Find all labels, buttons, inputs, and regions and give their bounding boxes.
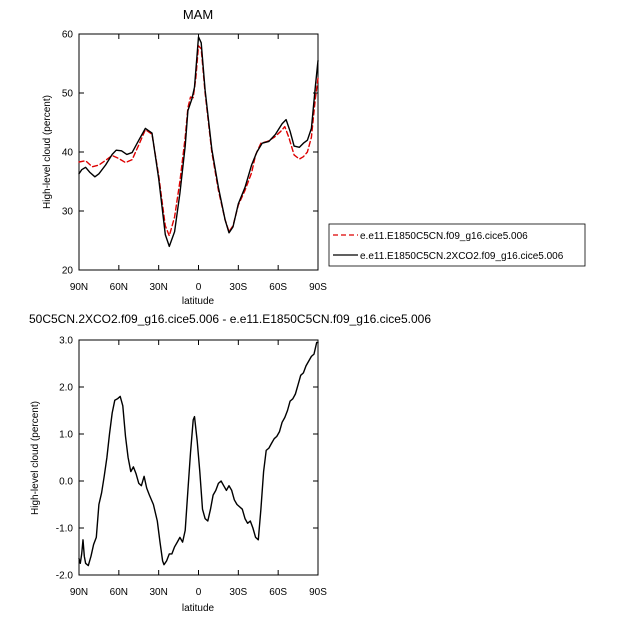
top-x-tick-label: 30N [149, 282, 167, 293]
bottom-series-lines [78, 341, 319, 567]
bottom-x-tick-label: 90N [70, 587, 88, 598]
bottom-x-tick-label: 60S [269, 587, 287, 598]
bottom-y-tick-label: 1.0 [59, 430, 73, 441]
bottom-panel: 50C5CN.2XCO2.f09_g16.cice5.006 - e.e11.E… [29, 312, 431, 614]
bottom-x-axis-label: latitude [182, 603, 215, 614]
legend-label-2xco2: e.e11.E1850C5CN.2XCO2.f09_g16.cice5.006 [360, 251, 564, 262]
top-x-tick-label: 0 [196, 282, 202, 293]
top-y-tick-label: 30 [62, 207, 74, 218]
bottom-x-tick-label: 30N [149, 587, 167, 598]
bottom-y-axis-label: High-level cloud (percent) [30, 401, 41, 515]
top-series-lines [78, 36, 319, 248]
bottom-y-tick-label: 0.0 [59, 477, 73, 488]
top-series-line-1 [78, 36, 319, 248]
top-x-axis-label: latitude [182, 296, 215, 307]
top-y-tick-label: 60 [62, 30, 74, 41]
bottom-x-tick-label: 30S [229, 587, 247, 598]
top-x-tick-label: 60N [110, 282, 128, 293]
top-x-tick-label: 30S [229, 282, 247, 293]
top-x-tick-label: 90N [70, 282, 88, 293]
top-series-line-0 [78, 45, 319, 237]
top-panel: MAM 20 30 40 50 60 90N 60N 30N 0 30S 60S 90S latit… [42, 7, 586, 307]
bottom-x-tick-label: 90S [309, 587, 327, 598]
bottom-x-axis: 90N 60N 30N 0 30S 60S 90S [70, 340, 327, 598]
bottom-chart-title: 50C5CN.2XCO2.f09_g16.cice5.006 - e.e11.E… [29, 312, 431, 326]
bottom-y-axis: -2.0 -1.0 0.0 1.0 2.0 3.0 [56, 336, 318, 582]
top-y-tick-label: 50 [62, 89, 74, 100]
legend: e.e11.E1850C5CN.f09_g16.cice5.006 e.e11.… [328, 223, 586, 267]
bottom-y-tick-label: 3.0 [59, 336, 73, 347]
top-x-axis: 90N 60N 30N 0 30S 60S 90S [70, 34, 327, 293]
bottom-y-tick-label: 2.0 [59, 383, 73, 394]
top-x-tick-label: 90S [309, 282, 327, 293]
bottom-y-tick-label: -2.0 [56, 571, 74, 582]
top-y-tick-label: 40 [62, 148, 74, 159]
top-y-tick-label: 20 [62, 266, 74, 277]
top-chart-title: MAM [183, 7, 213, 22]
legend-frame [328, 223, 586, 267]
top-y-axis-label: High-level cloud (percent) [42, 95, 53, 209]
bottom-x-tick-label: 60N [110, 587, 128, 598]
top-x-tick-label: 60S [269, 282, 287, 293]
bottom-x-tick-label: 0 [196, 587, 202, 598]
legend-label-control: e.e11.E1850C5CN.f09_g16.cice5.006 [360, 231, 528, 242]
bottom-series-line-0 [78, 341, 319, 567]
bottom-y-tick-label: -1.0 [56, 524, 74, 535]
top-y-axis: 20 30 40 50 60 [62, 30, 318, 277]
